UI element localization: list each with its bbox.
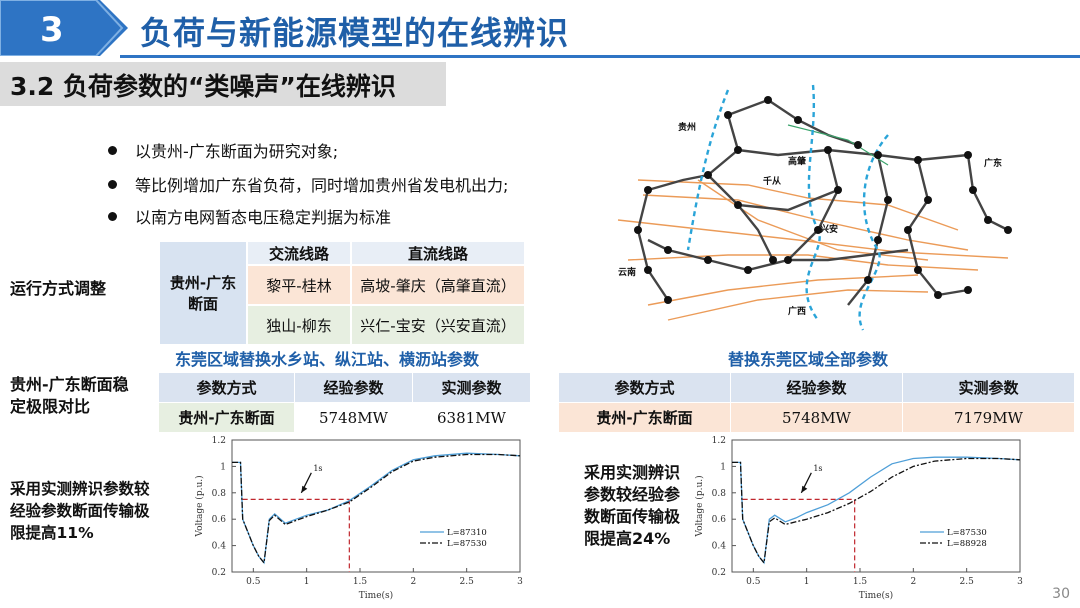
subtitle-background	[0, 62, 446, 106]
mode-table-cell: 独山-柳东	[246, 304, 352, 346]
bullet-item: 以南方电网暂态电压稳定判据为标准	[108, 204, 391, 228]
x-tick-label: 1.5	[853, 577, 868, 587]
y-axis-label: Voltage (p.u.)	[694, 475, 705, 537]
mode-table-cell: 兴仁-宝安（兴安直流）	[350, 304, 526, 346]
x-tick-label: 0.5	[746, 577, 761, 587]
power-grid-map: 贵州 云南 广西 广东 千从 高肇 兴安	[617, 84, 1012, 331]
compare-header: 经验参数	[730, 372, 903, 403]
compare-header: 经验参数	[294, 372, 413, 403]
compare-right-title: 替换东莞区域全部参数	[728, 350, 889, 369]
section-number-badge	[0, 0, 128, 56]
y-tick-label: 0.2	[212, 568, 226, 578]
plot-frame	[231, 439, 521, 573]
left-conclusion: 采用实测辨识参数较经验参数断面传输极限提高11%	[10, 480, 150, 542]
x-tick-label: 2	[910, 577, 916, 587]
series-line	[732, 457, 1021, 565]
bullet-text: 以南方电网暂态电压稳定判据为标准	[135, 208, 392, 227]
x-tick-label: 0.5	[246, 577, 261, 587]
x-tick-label: 3	[517, 577, 523, 587]
compare-cell: 6381MW	[412, 402, 531, 433]
voltage-plot-right: 0.2 0.4 0.6 0.8 1 1.2 0.5 1 1.5 2 2.5 3 Time(s) Volta…	[694, 436, 1023, 601]
x-tick-label: 2	[410, 577, 416, 587]
compare-header: 实测参数	[412, 372, 531, 403]
section-subtitle: 3.2 负荷参数的“类噪声”在线辨识	[10, 72, 396, 101]
plot-frame	[731, 439, 1021, 573]
compare-header: 参数方式	[158, 372, 295, 403]
compare-cell: 7179MW	[902, 402, 1075, 433]
map-region-label: 广西	[788, 305, 806, 317]
map-region-label: 广东	[984, 157, 1002, 169]
y-tick-label: 0.6	[212, 515, 227, 525]
mode-table-section: 贵州-广东断面	[158, 240, 248, 346]
y-tick-label: 0.8	[212, 489, 227, 499]
map-city-label: 高肇	[788, 155, 807, 167]
series-line	[232, 453, 521, 565]
annotation-arrowhead	[301, 485, 308, 493]
legend-label: L=88928	[947, 539, 987, 549]
map-city-label: 千从	[763, 175, 781, 187]
bullet-item: 以贵州-广东断面为研究对象;	[108, 138, 338, 162]
operation-mode-label: 运行方式调整	[10, 279, 107, 298]
y-tick-label: 1.2	[712, 436, 726, 446]
y-tick-label: 1	[720, 462, 726, 472]
bullet-text: 等比例增加广东省负荷，同时增加贵州省发电机出力;	[135, 176, 509, 195]
y-tick-label: 0.2	[712, 568, 726, 578]
x-tick-label: 1	[804, 577, 810, 587]
bullet-dot-icon	[108, 179, 117, 189]
y-tick-label: 0.4	[212, 542, 227, 552]
annotation-arrowhead	[801, 485, 808, 493]
compare-left-table: 参数方式 经验参数 实测参数 贵州-广东断面 5748MW 6381MW	[158, 372, 531, 433]
bullet-dot-icon	[108, 145, 117, 155]
x-axis-label: Time(s)	[359, 590, 393, 601]
stability-compare-label: 贵州-广东断面稳定极限对比	[10, 375, 129, 416]
mode-table-cell: 高坡-肇庆（高肇直流）	[350, 264, 526, 306]
mode-table: 贵州-广东断面 交流线路 直流线路 黎平-桂林 高坡-肇庆（高肇直流） 独山-柳…	[158, 240, 526, 346]
compare-cell: 5748MW	[730, 402, 903, 433]
y-tick-label: 1.2	[212, 436, 226, 446]
legend-label: L=87530	[447, 539, 487, 549]
x-axis-label: Time(s)	[859, 590, 893, 601]
x-tick-label: 2.5	[460, 577, 475, 587]
y-tick-label: 0.4	[712, 542, 727, 552]
compare-cell: 贵州-广东断面	[558, 402, 731, 433]
y-tick-label: 0.6	[712, 515, 727, 525]
mode-table-header-dc: 直流线路	[350, 240, 526, 266]
compare-cell: 5748MW	[294, 402, 413, 433]
compare-header: 实测参数	[902, 372, 1075, 403]
annotation-label: 1s	[313, 464, 322, 473]
compare-cell: 贵州-广东断面	[158, 402, 295, 433]
bullet-text: 以贵州-广东断面为研究对象;	[135, 142, 339, 161]
compare-right-table: 参数方式 经验参数 实测参数 贵州-广东断面 5748MW 7179MW	[558, 372, 1075, 433]
voltage-plot-left: 0.2 0.4 0.6 0.8 1 1.2 0.5 1 1.5 2 2.5 3 Time(s) Volta…	[194, 436, 523, 601]
mode-table-cell: 黎平-桂林	[246, 264, 352, 306]
page-number: 30	[1052, 586, 1070, 602]
legend-label: L=87310	[447, 528, 487, 538]
map-nodes	[634, 96, 1012, 304]
y-axis-label: Voltage (p.u.)	[194, 475, 205, 537]
compare-left-title: 东莞区域替换水乡站、纵江站、横沥站参数	[175, 350, 480, 369]
compare-header: 参数方式	[558, 372, 731, 403]
annotation-label: 1s	[813, 464, 822, 473]
section-number: 3	[40, 10, 64, 50]
header-divider	[120, 55, 1080, 58]
y-tick-label: 1	[220, 462, 226, 472]
x-tick-label: 3	[1017, 577, 1023, 587]
map-city-label: 兴安	[820, 223, 838, 235]
mode-table-header-ac: 交流线路	[246, 240, 352, 266]
legend-label: L=87530	[947, 528, 987, 538]
map-region-label: 贵州	[678, 121, 696, 133]
y-tick-label: 0.8	[712, 489, 727, 499]
bullet-dot-icon	[108, 211, 117, 221]
x-tick-label: 2.5	[960, 577, 975, 587]
right-conclusion: 采用实测辨识参数较经验参数断面传输极限提高24%	[584, 463, 681, 548]
bullet-item: 等比例增加广东省负荷，同时增加贵州省发电机出力;	[108, 172, 508, 196]
x-tick-label: 1	[304, 577, 310, 587]
x-tick-label: 1.5	[353, 577, 368, 587]
map-region-label: 云南	[618, 266, 636, 278]
page-title: 负荷与新能源模型的在线辨识	[140, 14, 570, 52]
